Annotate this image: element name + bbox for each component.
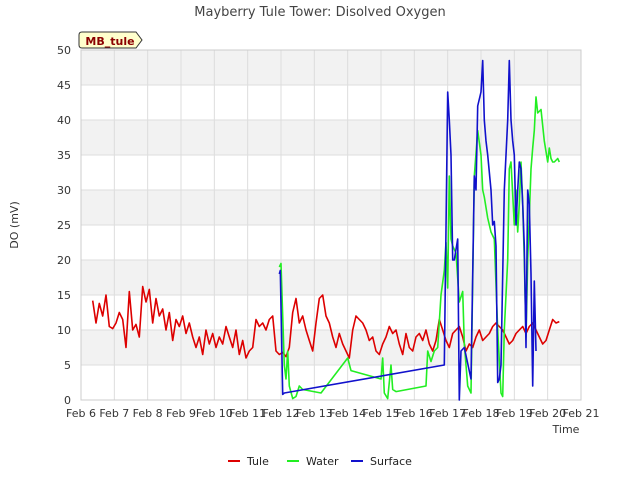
x-tick-label: Feb 21 xyxy=(563,407,600,420)
legend-label: Water xyxy=(306,455,339,468)
x-tick-label: Feb 14 xyxy=(329,407,366,420)
legend-label: Tule xyxy=(246,455,269,468)
series-lines xyxy=(91,59,561,401)
y-tick-label: 10 xyxy=(57,324,71,337)
x-axis-label: Time xyxy=(552,423,580,436)
y-tick-label: 25 xyxy=(57,219,71,232)
x-tick-label: Feb 16 xyxy=(396,407,433,420)
x-tick-label: Feb 15 xyxy=(363,407,400,420)
plot-frame xyxy=(80,49,582,401)
plot-band xyxy=(81,50,581,85)
legend-item-tule: Tule xyxy=(228,455,269,468)
y-tick-label: 20 xyxy=(57,254,71,267)
y-tick-label: 35 xyxy=(57,149,71,162)
site-tag-label: MB_tule xyxy=(85,35,134,48)
series-line-tule xyxy=(91,285,560,359)
y-tick-label: 45 xyxy=(57,79,71,92)
legend: Tule Water Surface xyxy=(228,455,412,468)
series-line-water xyxy=(278,96,561,400)
site-tag-box xyxy=(78,31,143,49)
legend-item-water: Water xyxy=(287,455,339,468)
x-tick-label: Feb 12 xyxy=(263,407,300,420)
legend-item-surface: Surface xyxy=(351,455,412,468)
x-tick-label: Feb 19 xyxy=(496,407,533,420)
plot-band xyxy=(81,120,581,155)
x-tick-label: Feb 20 xyxy=(529,407,566,420)
y-axis-label: DO (mV) xyxy=(8,201,21,248)
x-tick-label: Feb 11 xyxy=(229,407,266,420)
x-tick-label: Feb 6 xyxy=(66,407,96,420)
y-tick-label: 50 xyxy=(57,44,71,57)
y-tick-label: 40 xyxy=(57,114,71,127)
y-tick-label: 5 xyxy=(64,359,71,372)
x-tick-label: Feb 18 xyxy=(463,407,500,420)
legend-label: Surface xyxy=(370,455,412,468)
series-line-surface xyxy=(278,59,537,401)
plot-band xyxy=(81,190,581,225)
x-tick-label: Feb 8 xyxy=(133,407,163,420)
x-tick-label: Feb 17 xyxy=(429,407,466,420)
site-tag: MB_tule xyxy=(78,31,143,49)
x-tick-label: Feb 7 xyxy=(99,407,129,420)
y-tick-label: 0 xyxy=(64,394,71,407)
y-tick-label: 15 xyxy=(57,289,71,302)
plot-band xyxy=(81,260,581,295)
y-tick-label: 30 xyxy=(57,184,71,197)
chart-title: Mayberry Tule Tower: Disolved Oxygen xyxy=(194,5,445,20)
x-tick-label: Feb 10 xyxy=(196,407,233,420)
x-tick-label: Feb 9 xyxy=(166,407,196,420)
y-axis-ticks: 0 5 10 15 20 25 30 35 40 45 50 xyxy=(57,44,71,407)
x-tick-label: Feb 13 xyxy=(296,407,333,420)
